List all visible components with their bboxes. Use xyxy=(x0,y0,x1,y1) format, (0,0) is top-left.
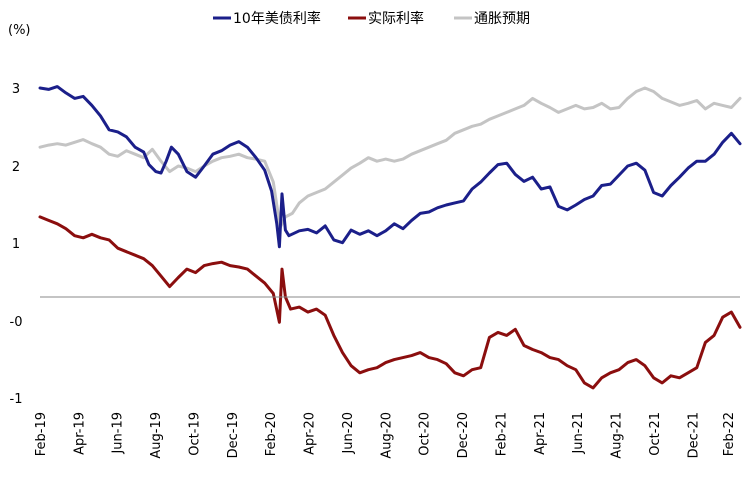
x-tick-label: Jun-20 xyxy=(341,412,356,455)
x-tick-label: Apr-19 xyxy=(72,412,87,455)
x-tick-label: Jun-19 xyxy=(111,412,126,455)
x-tick-label: Dec-21 xyxy=(686,412,701,458)
x-tick-label: Feb-19 xyxy=(34,412,49,456)
x-tick-label: Oct-21 xyxy=(648,412,663,456)
x-tick-label: Aug-21 xyxy=(610,412,625,459)
x-tick-label: Aug-20 xyxy=(379,412,394,459)
x-tick-label: Apr-21 xyxy=(533,412,548,455)
x-tick-label: Dec-20 xyxy=(456,412,471,458)
x-tick-label: Aug-19 xyxy=(149,412,164,459)
x-axis: Feb-19 Apr-19 Jun-19 Aug-19 Oct-19 Dec-19 Feb-… xyxy=(34,296,740,459)
x-tick-label: Dec-19 xyxy=(226,412,241,458)
series-line-0 xyxy=(38,85,742,249)
y-tick-label: 1 xyxy=(12,237,20,252)
legend-label: 实际利率 xyxy=(368,10,424,27)
series-line-1 xyxy=(38,215,742,390)
x-tick-label: Feb-22 xyxy=(722,412,737,456)
series-line-2 xyxy=(38,86,742,229)
x-tick-label: Oct-19 xyxy=(187,412,202,456)
y-axis-ticks: 3 2 1 -0 -1 xyxy=(10,82,23,407)
legend-label: 10年美债利率 xyxy=(233,10,321,27)
series-lines xyxy=(38,85,742,390)
x-tick-label: Jun-21 xyxy=(571,412,586,455)
x-tick-label: Apr-20 xyxy=(303,412,318,455)
legend: 10年美债利率 实际利率 通胀预期 xyxy=(213,10,530,27)
x-tick-label: Oct-20 xyxy=(418,412,433,456)
x-tick-label: Feb-20 xyxy=(264,412,279,456)
x-tick-label: Feb-21 xyxy=(494,412,509,456)
y-tick-label: -1 xyxy=(10,392,23,407)
y-tick-label: 2 xyxy=(12,160,20,175)
y-axis-unit-label: (%) xyxy=(8,23,31,38)
y-tick-label: 3 xyxy=(12,82,20,97)
legend-label: 通胀预期 xyxy=(474,11,530,27)
y-tick-label: -0 xyxy=(10,315,23,330)
